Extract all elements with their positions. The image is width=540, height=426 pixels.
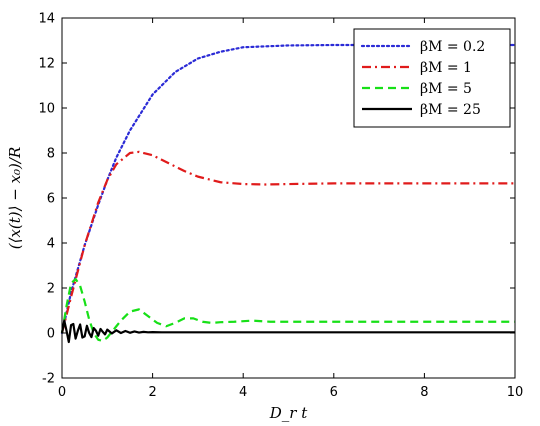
- x-tick-label: 4: [239, 385, 247, 400]
- series-line-3: [60, 277, 515, 342]
- legend-box: [353, 28, 511, 128]
- y-tick-label: -2: [42, 372, 55, 387]
- legend: βM = 0.2 βM = 1 βM = 5 βM = 25: [353, 28, 511, 128]
- x-axis-label: D_r t: [269, 404, 308, 422]
- y-tick-label: 2: [47, 282, 55, 297]
- legend-label-4: βM = 25: [420, 102, 481, 118]
- x-tick-label: 2: [148, 385, 156, 400]
- y-tick-label: 12: [38, 57, 55, 72]
- y-tick-label: 4: [47, 237, 55, 252]
- y-tick-label: 0: [47, 327, 55, 342]
- series-line-2: [60, 150, 515, 334]
- x-tick-label: 0: [58, 385, 66, 400]
- legend-label-2: βM = 1: [420, 60, 472, 76]
- legend-label-3: βM = 5: [420, 81, 472, 97]
- y-tick-label: 8: [47, 147, 55, 162]
- x-tick-label: 8: [420, 385, 428, 400]
- legend-label-1: βM = 0.2: [420, 39, 485, 55]
- x-tick-label: 10: [507, 385, 524, 400]
- x-tick-label: 6: [330, 385, 338, 400]
- series-line-4: [60, 319, 515, 344]
- y-axis-label: (⟨x(t)⟩ − x₀)/R: [6, 147, 24, 250]
- y-tick-label: 14: [38, 12, 55, 27]
- y-tick-label: 10: [38, 102, 55, 117]
- y-tick-label: 6: [47, 192, 55, 207]
